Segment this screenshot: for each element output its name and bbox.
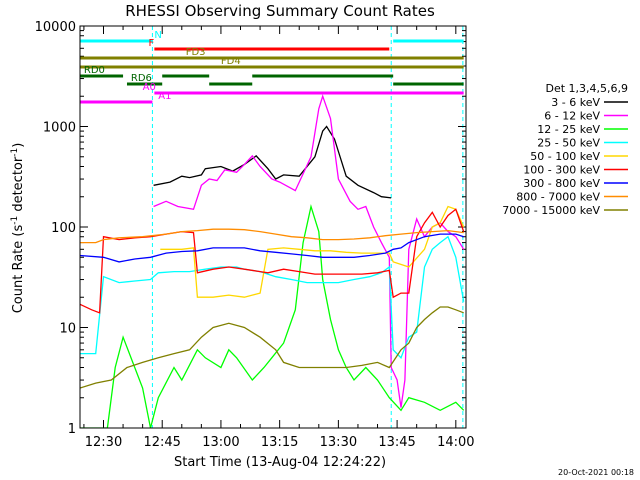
x-tick-label-5: 13:45 <box>378 435 415 450</box>
plot-area: 1 10 100 1000 10000 12:30 12:45 13:00 13:15 13:30… <box>35 20 475 450</box>
y-axis-label-end: ) <box>11 143 26 148</box>
series-line-5-0 <box>80 208 465 314</box>
legend-entry-1: 6 - 12 keV <box>544 110 600 123</box>
y-tick-label-4: 10000 <box>35 20 76 35</box>
state-label-n: N <box>154 30 161 41</box>
chart-title: RHESSI Observing Summary Count Rates <box>125 2 435 20</box>
y-tick-label-1: 10 <box>59 322 76 337</box>
series-line-2-0 <box>80 203 465 428</box>
legend-entry-0: 3 - 6 keV <box>551 96 600 109</box>
legend-entry-5: 100 - 300 keV <box>523 164 600 177</box>
state-label-fd4: FD4 <box>221 56 241 67</box>
series-line-8-0 <box>80 306 464 389</box>
state-label-f: F <box>149 38 155 49</box>
state-label-a0: A0 <box>143 82 156 93</box>
y-axis-label-main: Count Rate (s <box>11 225 26 314</box>
legend-title: Det 1,3,4,5,6,9 <box>545 82 628 95</box>
plot-frame <box>79 25 467 429</box>
x-tick-label-6: 14:00 <box>437 435 474 450</box>
series-line-4-0 <box>160 205 465 298</box>
series-group <box>80 94 465 428</box>
y-axis-label-sup: -1 <box>10 216 20 225</box>
legend-entry-7: 800 - 7000 keV <box>516 191 600 204</box>
legend-entry-6: 300 - 800 keV <box>523 177 600 190</box>
x-tick-label-0: 12:30 <box>85 435 122 450</box>
y-axis-label-mid: detector <box>11 156 26 216</box>
y-tick-label-2: 100 <box>51 221 76 236</box>
y-tick-label-0: 1 <box>68 422 76 437</box>
series-line-0-0 <box>153 125 392 199</box>
y-tick-label-3: 1000 <box>43 121 76 136</box>
x-axis-label: Start Time (13-Aug-04 12:24:22) <box>174 455 386 470</box>
series-line-7-0 <box>80 228 464 244</box>
y-axis-label-sup2: -1 <box>10 148 20 157</box>
legend-entry-2: 12 - 25 keV <box>537 123 600 136</box>
legend-entry-8: 7000 - 15000 keV <box>502 204 600 217</box>
series-line-3-0 <box>80 235 465 359</box>
state-label-rd6: RD6 <box>131 73 152 84</box>
x-tick-label-3: 13:15 <box>261 435 298 450</box>
x-tick-label-4: 13:30 <box>320 435 357 450</box>
series-line-6-0 <box>80 233 464 263</box>
y-axis-label: Count Rate (s-1 detector-1) <box>10 143 26 314</box>
x-tick-label-2: 13:00 <box>202 435 239 450</box>
legend-entry-4: 50 - 100 keV <box>530 150 600 163</box>
x-tick-label-1: 12:45 <box>143 435 180 450</box>
state-label-a1: A1 <box>158 91 171 102</box>
state-label-rd0: RD0 <box>84 65 105 76</box>
date-stamp: 20-Oct-2021 00:18 <box>558 468 634 477</box>
series-line-1-0 <box>153 94 465 408</box>
legend-entry-3: 25 - 50 keV <box>537 137 600 150</box>
state-label-fd3: FD3 <box>186 47 206 58</box>
